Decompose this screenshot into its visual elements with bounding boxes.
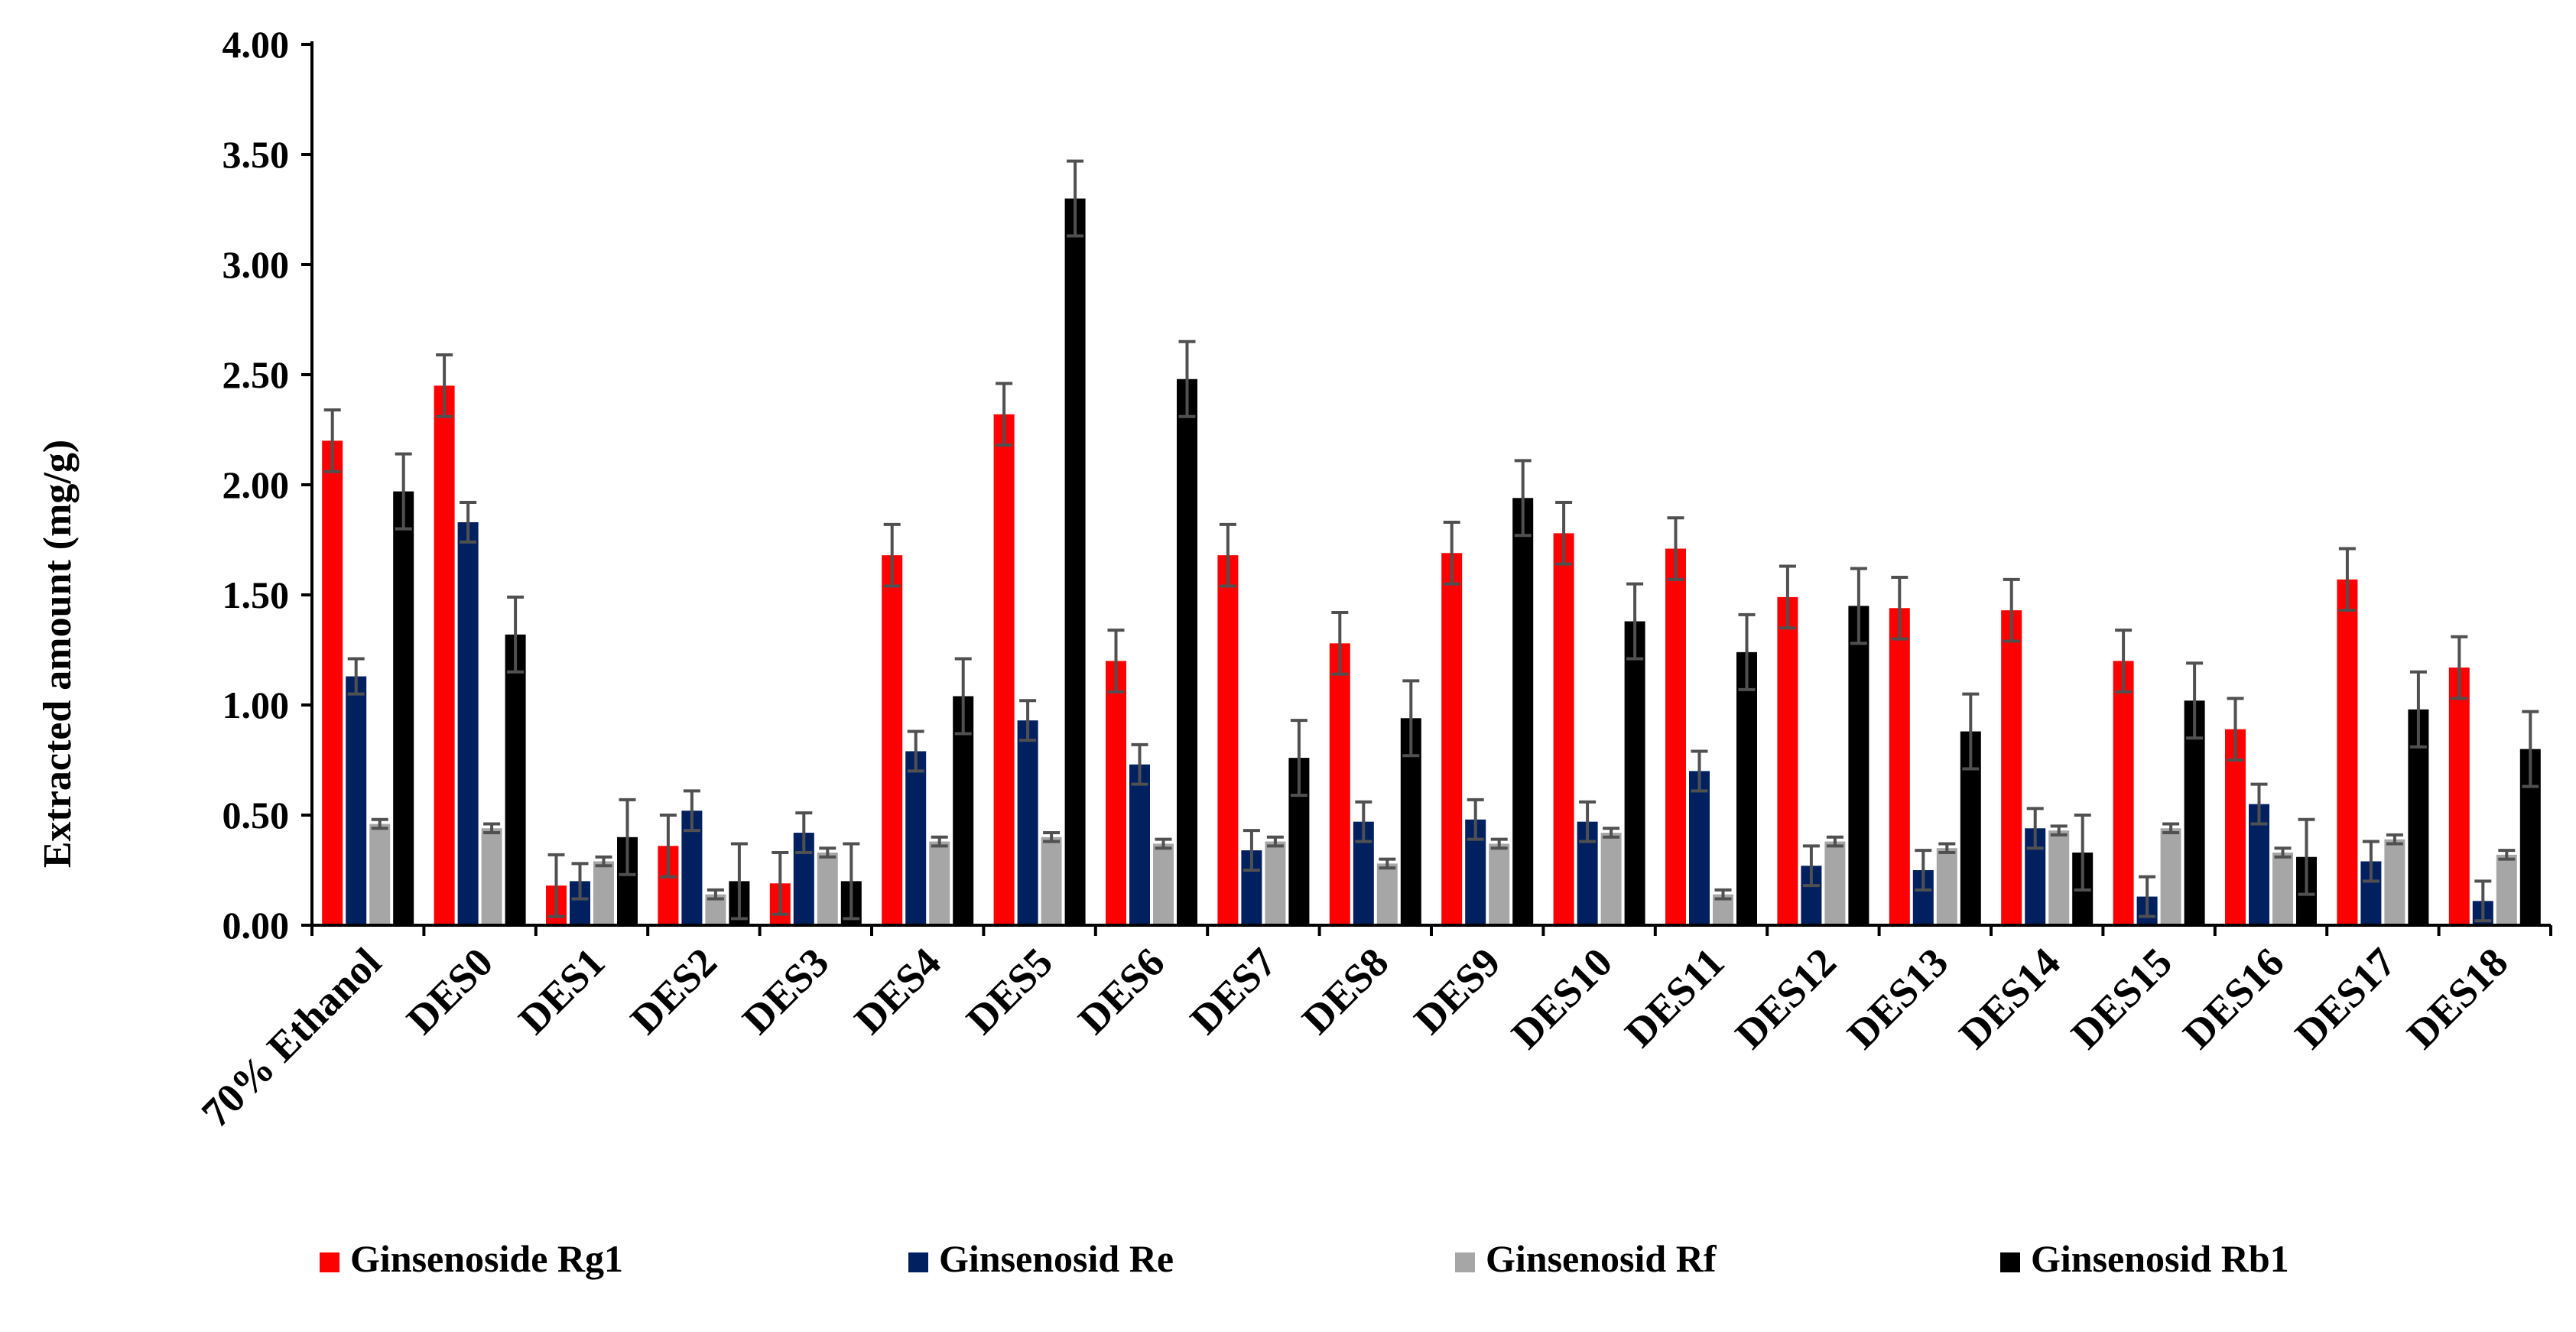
bar-0-17 <box>2225 729 2246 925</box>
bar-2-9 <box>1376 863 1398 925</box>
bar-0-10 <box>1441 553 1463 925</box>
x-category-label-14: DES13 <box>1838 939 1957 1057</box>
bar-2-6 <box>1041 837 1062 925</box>
bar-3-11 <box>1624 621 1645 925</box>
y-tick-label-4: 2.00 <box>223 463 290 506</box>
bar-2-14 <box>1936 848 1957 925</box>
bar-2-0 <box>369 824 391 925</box>
y-ticks-layer: 0.00 0.50 1.00 1.50 2.00 2.50 3.00 3.50 4.00 <box>223 23 312 947</box>
x-category-label-13: DES12 <box>1727 939 1845 1057</box>
x-category-label-0: 70% Ethanol <box>193 939 390 1136</box>
axes-layer <box>310 41 2552 936</box>
y-axis-title: Extracted amount (mg/g) <box>36 440 80 868</box>
bar-0-5 <box>882 555 903 925</box>
x-category-label-16: DES15 <box>2062 939 2181 1057</box>
bar-1-5 <box>905 751 927 925</box>
y-tick-label-2: 1.00 <box>223 684 290 726</box>
y-tick-label-1: 0.50 <box>223 794 290 837</box>
x-category-label-2: DES1 <box>510 939 614 1043</box>
bar-2-15 <box>2048 830 2070 925</box>
legend-swatch-0 <box>320 1252 339 1272</box>
x-category-label-19: DES18 <box>2398 939 2516 1057</box>
bar-0-7 <box>1106 661 1126 925</box>
bar-0-15 <box>2001 610 2022 925</box>
bar-0-8 <box>1217 555 1239 925</box>
x-category-label-3: DES2 <box>622 939 726 1043</box>
x-category-label-5: DES4 <box>846 939 950 1043</box>
bar-2-8 <box>1265 841 1286 925</box>
bar-0-13 <box>1777 596 1798 925</box>
bar-2-18 <box>2384 839 2405 925</box>
x-category-label-11: DES10 <box>1502 939 1621 1057</box>
bar-2-13 <box>1824 841 1846 925</box>
bar-3-7 <box>1177 378 1197 925</box>
bar-2-5 <box>929 841 950 925</box>
bar-0-18 <box>2337 579 2358 925</box>
bar-2-2 <box>593 861 614 925</box>
bar-2-11 <box>1600 833 1622 925</box>
bar-2-17 <box>2272 852 2293 925</box>
legend-label-3: Ginsenosid Rb1 <box>2031 1237 2289 1280</box>
legend-label-0: Ginsenoside Rg1 <box>350 1237 623 1280</box>
bar-2-16 <box>2160 828 2181 925</box>
bar-0-16 <box>2113 661 2134 925</box>
bar-0-11 <box>1553 533 1574 925</box>
bar-1-12 <box>1689 771 1710 925</box>
bar-2-1 <box>481 828 502 925</box>
x-category-label-1: DES0 <box>398 939 502 1043</box>
bar-2-10 <box>1489 843 1510 925</box>
x-category-label-6: DES5 <box>957 939 1061 1043</box>
x-category-label-15: DES14 <box>1951 939 2069 1057</box>
bar-1-1 <box>457 521 479 925</box>
bar-3-0 <box>393 491 414 925</box>
bar-0-6 <box>993 414 1015 925</box>
bar-1-6 <box>1017 720 1038 925</box>
bar-0-1 <box>434 385 455 925</box>
x-category-label-18: DES17 <box>2286 939 2405 1057</box>
x-category-label-9: DES8 <box>1293 939 1397 1043</box>
bar-0-14 <box>1889 608 1910 925</box>
bar-2-19 <box>2496 854 2517 925</box>
y-tick-label-5: 2.50 <box>223 353 290 396</box>
y-tick-label-8: 4.00 <box>223 23 290 66</box>
bar-3-12 <box>1736 651 1757 925</box>
x-category-label-4: DES3 <box>733 939 837 1043</box>
bar-0-0 <box>322 440 343 925</box>
x-category-label-17: DES16 <box>2175 939 2293 1057</box>
bar-3-1 <box>505 634 526 925</box>
y-tick-label-3: 1.50 <box>223 573 290 616</box>
bar-3-10 <box>1512 498 1534 925</box>
y-tick-label-6: 3.00 <box>223 243 290 286</box>
bar-0-12 <box>1665 548 1686 925</box>
legend: Ginsenoside Rg1 Ginsenosid Re Ginsenosid R… <box>320 1237 2289 1280</box>
bar-3-6 <box>1064 198 1086 926</box>
legend-label-1: Ginsenosid Re <box>939 1237 1174 1280</box>
legend-label-2: Ginsenosid Rf <box>1486 1237 1717 1280</box>
x-category-label-8: DES7 <box>1181 939 1285 1043</box>
bar-2-7 <box>1153 843 1174 925</box>
bar-2-4 <box>817 852 838 925</box>
x-category-label-12: DES11 <box>1616 939 1733 1056</box>
bars-layer <box>322 198 2541 926</box>
x-category-label-10: DES9 <box>1405 939 1509 1043</box>
legend-swatch-2 <box>1455 1252 1475 1272</box>
bar-1-7 <box>1129 764 1150 925</box>
y-tick-label-7: 3.50 <box>223 133 290 176</box>
error-bars-layer <box>323 159 2539 923</box>
x-labels-layer: 70% Ethanol DES0 DES1 DES2 DES3 DES4 DES5 DES6 D… <box>193 939 2516 1136</box>
bar-1-0 <box>346 676 367 925</box>
bar-0-9 <box>1329 643 1350 925</box>
bar-3-13 <box>1848 606 1869 925</box>
y-tick-label-0: 0.00 <box>223 904 290 947</box>
legend-swatch-3 <box>2000 1252 2020 1272</box>
x-category-label-7: DES6 <box>1070 939 1174 1043</box>
bar-0-19 <box>2448 668 2470 925</box>
legend-swatch-1 <box>908 1252 928 1272</box>
